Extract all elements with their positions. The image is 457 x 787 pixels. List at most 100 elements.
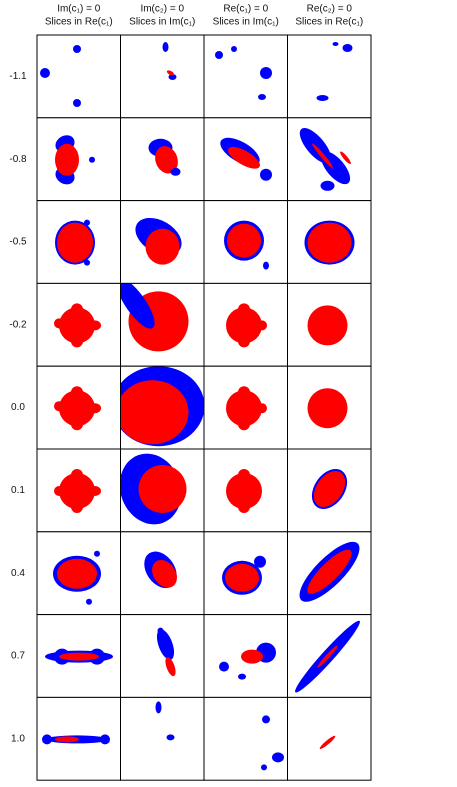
fractal	[120, 366, 204, 447]
fractal-bounded-region	[71, 418, 83, 431]
slice-panel	[203, 365, 288, 450]
fractal-bounded-region	[238, 386, 250, 399]
fractal-escape-region	[89, 156, 95, 163]
fractal-bounded-region	[312, 143, 333, 169]
fractal-bounded-region	[238, 469, 250, 481]
fractal-bounded-region	[227, 223, 261, 258]
fractal-bounded-region	[71, 501, 83, 513]
slice-panel	[203, 696, 288, 781]
fractal-escape-region	[342, 44, 353, 52]
fractal-escape-region	[215, 51, 223, 59]
fractal	[219, 642, 276, 680]
column-title: Im(c₂) = 0	[140, 4, 184, 15]
fractal-escape-region	[320, 180, 335, 191]
fractal	[54, 386, 101, 431]
fractal-escape-region	[231, 46, 237, 52]
fractal-bounded-region	[317, 645, 338, 668]
fractal-escape-region	[332, 42, 339, 46]
fractal-bounded-region	[257, 320, 267, 331]
fractal-bounded-region	[54, 486, 64, 496]
fractal-escape-region	[156, 629, 175, 660]
fractal	[307, 305, 348, 346]
fractal-bounded-region	[257, 403, 267, 414]
fractal	[45, 648, 113, 665]
fractal	[299, 127, 351, 191]
fractal-escape-region	[272, 752, 284, 763]
fractal	[53, 550, 101, 605]
slice-panel	[36, 614, 121, 698]
fractal-bounded-region	[138, 465, 187, 513]
fractal-bounded-region	[55, 736, 79, 743]
fractal-bounded-region	[59, 390, 95, 427]
fractal	[295, 620, 360, 693]
fractal-escape-region	[73, 99, 81, 107]
row-label: 0.0	[11, 402, 25, 413]
fractal-bounded-region	[238, 303, 250, 316]
fractal-bounded-region	[238, 418, 250, 431]
fractal-bounded-region	[307, 388, 348, 429]
fractal-escape-region	[260, 168, 272, 181]
fractal	[261, 715, 284, 771]
fractal-bounded-region	[54, 401, 64, 412]
fractal-bounded-region	[152, 559, 177, 588]
slice-panel	[203, 200, 288, 284]
fractal-bounded-region	[89, 403, 101, 414]
fractal	[224, 220, 269, 270]
fractal-bounded-region	[313, 470, 346, 508]
panel-background	[120, 35, 204, 118]
fractal-bounded-region	[226, 473, 262, 509]
column-title: Im(c₁) = 0	[57, 4, 101, 15]
slice-panel	[120, 282, 205, 367]
fractal-bounded-region	[155, 146, 178, 174]
slice-panel	[36, 34, 121, 119]
fractal-escape-region	[86, 598, 92, 605]
fractal-escape-region	[166, 734, 175, 741]
slice-panel	[120, 117, 205, 202]
fractal-bounded-region	[238, 501, 250, 513]
fractal-bounded-region	[307, 305, 348, 346]
panel-border	[287, 696, 372, 781]
fractal	[226, 303, 267, 348]
fractal-escape-region	[254, 555, 266, 568]
fractal-bounded-region	[307, 222, 352, 263]
column-subtitle: Slices in Im(c₁)	[213, 17, 279, 28]
fractal-bounded-region	[340, 151, 351, 165]
fractal-bounded-region	[241, 649, 263, 664]
slice-panel	[120, 696, 205, 781]
fractal-bounded-region	[59, 652, 99, 661]
fractal	[299, 541, 360, 602]
slice-panel	[287, 282, 372, 367]
slice-panel	[120, 614, 205, 698]
fractal	[215, 46, 272, 100]
slice-panel	[120, 34, 205, 119]
fractal-escape-region	[262, 715, 270, 724]
row-label: -1.1	[9, 71, 27, 82]
fractal-bounded-region	[120, 380, 189, 445]
fractal	[148, 138, 181, 176]
fractal-escape-region	[320, 151, 351, 185]
fractal-escape-region	[84, 259, 90, 266]
column-subtitle: Slices in Re(c₁)	[45, 17, 113, 28]
slice-panel	[287, 531, 372, 616]
fractal-bounded-region	[71, 303, 83, 316]
fractal-escape-region	[94, 550, 100, 557]
fractal-bounded-region	[59, 307, 95, 344]
fractal-bounded-region	[71, 335, 83, 348]
fractal-escape-region	[162, 42, 169, 52]
fractal-escape-region	[84, 219, 90, 226]
slice-panel	[120, 531, 205, 616]
slice-panel	[287, 34, 372, 119]
fractal-escape-region	[261, 764, 267, 771]
slice-panel	[36, 117, 121, 202]
fractal-bounded-region	[166, 70, 175, 76]
slice-panel	[203, 34, 288, 119]
slice-panel	[36, 448, 121, 533]
fractal-bounded-region	[71, 469, 83, 481]
panel-background	[204, 697, 288, 781]
slice-panel	[120, 365, 205, 450]
fractal-bounded-region	[57, 222, 93, 263]
fractal	[316, 42, 353, 101]
fractal-bounded-region	[228, 146, 260, 169]
slice-panel	[120, 200, 205, 284]
